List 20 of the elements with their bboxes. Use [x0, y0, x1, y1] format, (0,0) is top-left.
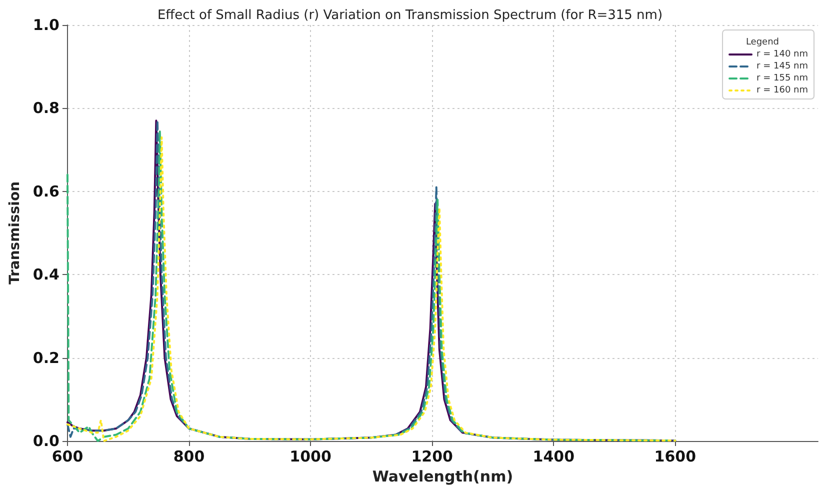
- legend-label: r = 145 nm: [756, 62, 808, 72]
- chart-title: Effect of Small Radius (r) Variation on Transmission Spectrum (for R=315 nm): [157, 8, 663, 23]
- legend-label: r = 155 nm: [756, 74, 808, 84]
- x-tick-label: 1000: [290, 448, 332, 466]
- x-axis-title: Wavelength(nm): [372, 468, 514, 486]
- x-tick-label: 1200: [411, 448, 453, 466]
- y-axis-title: Transmission: [7, 181, 23, 285]
- y-tick-label: 0.6: [32, 182, 60, 200]
- x-tick-label: 1600: [654, 448, 696, 466]
- y-tick-label: 0.4: [32, 266, 60, 284]
- y-tick-label: 1.0: [32, 16, 60, 34]
- legend-label: r = 160 nm: [756, 86, 808, 96]
- legend-label: r = 140 nm: [756, 50, 808, 60]
- y-tick-label: 0.0: [32, 432, 60, 450]
- y-tick-label: 0.8: [32, 99, 60, 118]
- x-tick-label: 800: [173, 448, 205, 466]
- legend-title: Legend: [746, 38, 779, 48]
- y-tick-label: 0.2: [32, 348, 60, 367]
- x-tick-label: 600: [52, 448, 84, 466]
- x-tick-label: 1400: [532, 448, 575, 466]
